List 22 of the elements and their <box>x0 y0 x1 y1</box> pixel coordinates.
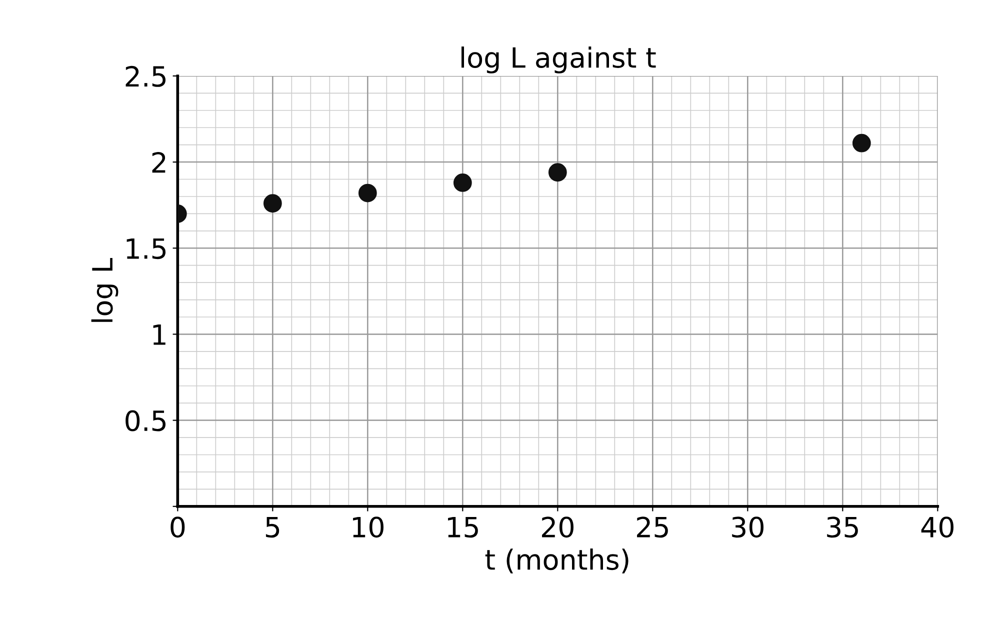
x-tick-label: 15 <box>448 516 478 538</box>
y-tick-label: 2 <box>152 152 166 173</box>
x-axis-title: t (months) <box>485 548 628 574</box>
y-tick-label: 2.5 <box>126 66 166 87</box>
y-tick-label: 1 <box>153 324 166 345</box>
x-tick-label: 20 <box>542 516 574 538</box>
y-tick-label: 1.5 <box>126 238 166 260</box>
x-tick-label: 35 <box>827 516 858 538</box>
point <box>548 163 567 182</box>
point <box>263 194 282 213</box>
y-tick-label: 0.5 <box>126 410 166 432</box>
y-axis-title: log L <box>91 258 118 322</box>
point <box>852 134 871 152</box>
chart-title: log L against t <box>461 46 656 74</box>
point <box>358 184 377 202</box>
x-tick-label: 30 <box>732 516 764 538</box>
point <box>453 174 472 192</box>
x-tick-label: 25 <box>637 516 668 538</box>
x-tick-label: 0 <box>170 516 185 538</box>
x-tick-label: 5 <box>266 516 280 538</box>
x-tick-label: 10 <box>353 516 384 538</box>
x-tick-label: 40 <box>921 516 954 538</box>
